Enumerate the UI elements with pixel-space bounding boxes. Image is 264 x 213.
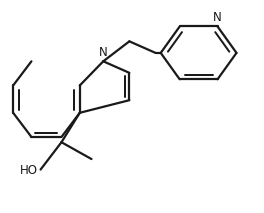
Text: N: N [213, 11, 222, 24]
Text: N: N [99, 46, 108, 59]
Text: HO: HO [20, 164, 38, 177]
